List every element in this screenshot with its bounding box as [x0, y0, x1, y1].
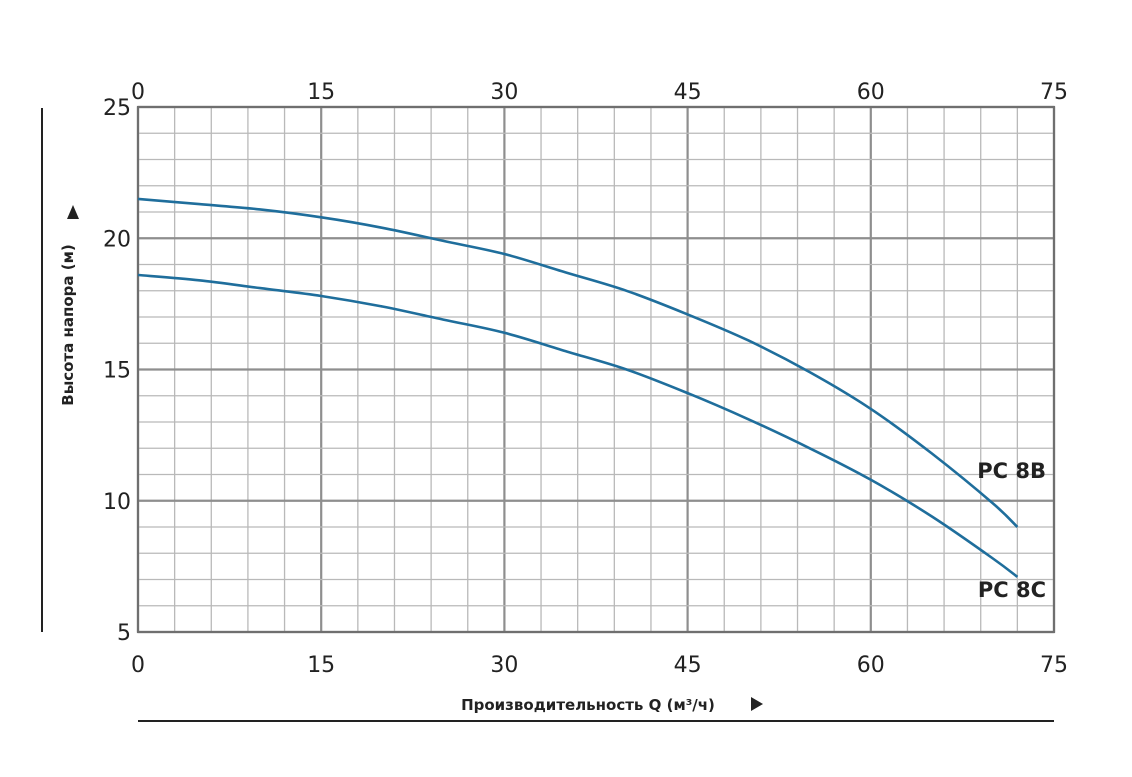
x-tick-label-top: 0 — [131, 80, 145, 105]
y-tick-label: 20 — [103, 227, 131, 252]
series-label-pc-8b: PC 8B — [977, 459, 1046, 483]
x-tick-labels-bottom: 0 15 30 45 60 75 — [131, 653, 1068, 678]
y-tick-label: 5 — [117, 621, 131, 646]
x-tick-label-top: 75 — [1040, 80, 1068, 105]
x-tick-label-top: 30 — [490, 80, 518, 105]
y-tick-label: 15 — [103, 359, 131, 384]
series-line-pc-8b — [137, 197, 1019, 528]
y-axis-arrow-icon — [67, 205, 79, 219]
x-tick-label-top: 60 — [857, 80, 885, 105]
x-tick-label-top: 15 — [307, 80, 335, 105]
curves — [137, 197, 1019, 578]
x-axis-arrow-icon — [751, 697, 763, 711]
x-tick-label-bottom: 15 — [307, 653, 335, 678]
grid — [136, 105, 1056, 634]
x-tick-label-bottom: 30 — [490, 653, 518, 678]
series-labels: PC 8B PC 8C — [977, 459, 1046, 602]
y-tick-labels: 5 10 15 20 25 — [103, 96, 131, 646]
x-tick-label-bottom: 75 — [1040, 653, 1068, 678]
series-label-pc-8c: PC 8C — [978, 578, 1046, 602]
plot-frame — [136, 105, 1056, 634]
y-tick-label: 25 — [103, 96, 131, 121]
series-line-pc-8c — [137, 273, 1019, 578]
x-tick-labels-top: 0 15 30 45 60 75 — [131, 80, 1068, 105]
x-tick-label-bottom: 0 — [131, 653, 145, 678]
x-tick-label-bottom: 45 — [674, 653, 702, 678]
x-tick-label-top: 45 — [674, 80, 702, 105]
y-tick-label: 10 — [103, 490, 131, 515]
x-axis-label: Производительность Q (м³/ч) — [461, 696, 715, 714]
y-axis-label: Высота напора (м) — [59, 244, 77, 405]
x-tick-label-bottom: 60 — [857, 653, 885, 678]
